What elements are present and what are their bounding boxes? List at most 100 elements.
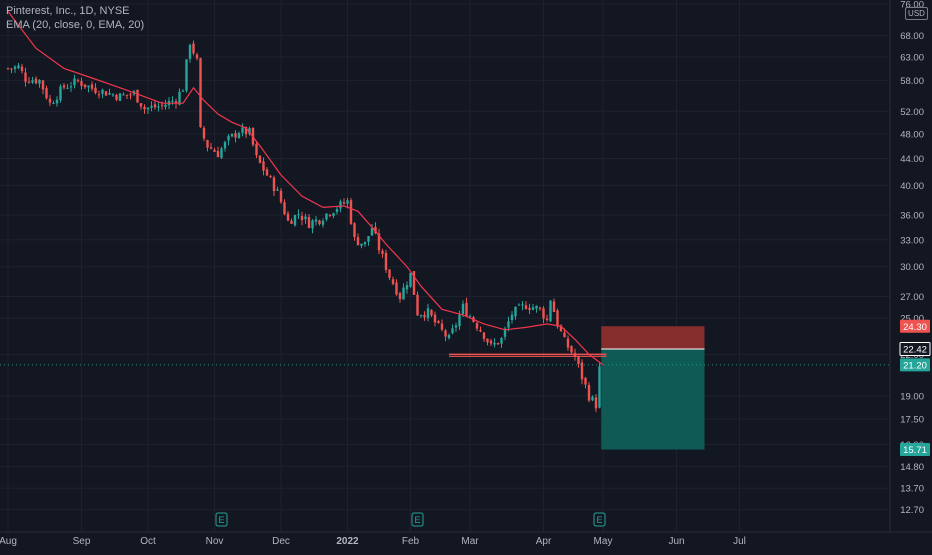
- candle-down: [48, 98, 52, 103]
- candle-down: [76, 80, 80, 82]
- candle-down: [90, 84, 94, 89]
- candle-down: [412, 271, 416, 295]
- candle-down: [496, 343, 500, 345]
- candle-up: [276, 189, 279, 191]
- time-tick-label: Mar: [461, 536, 479, 547]
- candle-down: [528, 307, 531, 310]
- candle-down: [94, 87, 97, 94]
- candle-down: [272, 177, 276, 192]
- candle-up: [367, 236, 370, 242]
- candle-up: [503, 328, 507, 337]
- candle-down: [265, 169, 269, 176]
- candle-down: [391, 279, 395, 285]
- candle-up: [507, 321, 510, 328]
- candle-up: [293, 215, 297, 226]
- candle-down: [136, 89, 139, 103]
- candle-down: [328, 214, 332, 216]
- ema-line: [7, 11, 604, 366]
- time-tick-label: Aug: [0, 536, 17, 547]
- candle-down: [377, 233, 381, 251]
- candle-up: [493, 342, 496, 345]
- candle-up: [591, 396, 594, 401]
- time-tick-label: Feb: [402, 536, 420, 547]
- price-label-target: 15.71: [903, 445, 927, 456]
- candle-down: [416, 294, 419, 316]
- candle-down: [374, 226, 377, 234]
- time-axis[interactable]: Aug Sep Oct Nov Dec 2022 Feb Mar Apr May Jun Jul: [0, 531, 932, 547]
- candle-down: [27, 81, 31, 83]
- candle-down: [97, 94, 101, 96]
- candle-down: [62, 85, 66, 88]
- candle-down: [206, 140, 209, 148]
- candle-down: [384, 252, 388, 270]
- position-tool[interactable]: [601, 326, 705, 450]
- candle-down: [10, 68, 13, 70]
- earnings-label: E: [218, 515, 224, 525]
- candle-down: [153, 104, 157, 108]
- candle-down: [143, 106, 146, 110]
- candle-down: [80, 81, 83, 86]
- price-tick-label: 30.00: [900, 262, 924, 273]
- candle-down: [398, 293, 402, 300]
- time-tick-label: Sep: [73, 536, 91, 547]
- candle-down: [353, 223, 356, 238]
- candle-down: [444, 330, 447, 337]
- candle-up: [521, 304, 524, 306]
- candle-down: [269, 176, 272, 178]
- earnings-icon[interactable]: [593, 512, 606, 527]
- candle-up: [227, 136, 230, 141]
- candle-up: [549, 300, 552, 322]
- candle-down: [234, 133, 237, 138]
- price-tick-label: 63.00: [900, 53, 924, 64]
- candle-down: [580, 362, 584, 380]
- candle-down: [475, 323, 479, 329]
- candle-down: [290, 220, 293, 224]
- price-label-stop: 24.30: [903, 322, 927, 333]
- drawing-lines: [0, 353, 890, 366]
- stop-loss-zone: [601, 326, 705, 350]
- candle-down: [125, 94, 129, 96]
- earnings-icon[interactable]: [411, 512, 424, 527]
- candle-down: [342, 202, 346, 204]
- price-tick-label: 25.00: [900, 314, 924, 325]
- candle-down: [202, 127, 206, 139]
- time-tick-label: May: [594, 536, 613, 547]
- candle-up: [178, 91, 181, 105]
- grid: [0, 0, 890, 532]
- price-tick-label: 17.50: [900, 415, 924, 426]
- candle-down: [573, 352, 577, 357]
- candle-up: [325, 213, 328, 220]
- candle-down: [559, 325, 563, 332]
- candle-down: [160, 104, 164, 106]
- candle-down: [577, 356, 580, 364]
- candle-up: [335, 209, 339, 213]
- price-label-last: 21.20: [903, 360, 927, 371]
- candle-down: [349, 200, 353, 224]
- candle-up: [346, 200, 349, 204]
- currency-badge[interactable]: USD: [905, 7, 928, 20]
- earnings-icon[interactable]: [215, 512, 228, 527]
- time-tick-label: Dec: [272, 536, 290, 547]
- candle-down: [482, 332, 486, 339]
- candle-up: [535, 305, 538, 309]
- ema-legend[interactable]: EMA (20, close, 0, EMA, 20): [6, 19, 145, 31]
- candle-up: [220, 148, 223, 158]
- candle-up: [510, 314, 514, 321]
- price-tick-label: 40.00: [900, 181, 924, 192]
- candle-up: [321, 220, 325, 225]
- candle-down: [209, 147, 213, 149]
- candle-down: [213, 149, 216, 152]
- candle-up: [454, 325, 458, 328]
- candle-down: [423, 314, 426, 318]
- price-tick-label: 33.00: [900, 235, 924, 246]
- candle-down: [307, 217, 311, 228]
- candle-up: [461, 303, 465, 314]
- candle-up: [598, 366, 601, 408]
- candle-up: [185, 59, 188, 91]
- candle-down: [195, 54, 199, 59]
- symbol-title[interactable]: Pinterest, Inc., 1D, NYSE: [6, 5, 130, 17]
